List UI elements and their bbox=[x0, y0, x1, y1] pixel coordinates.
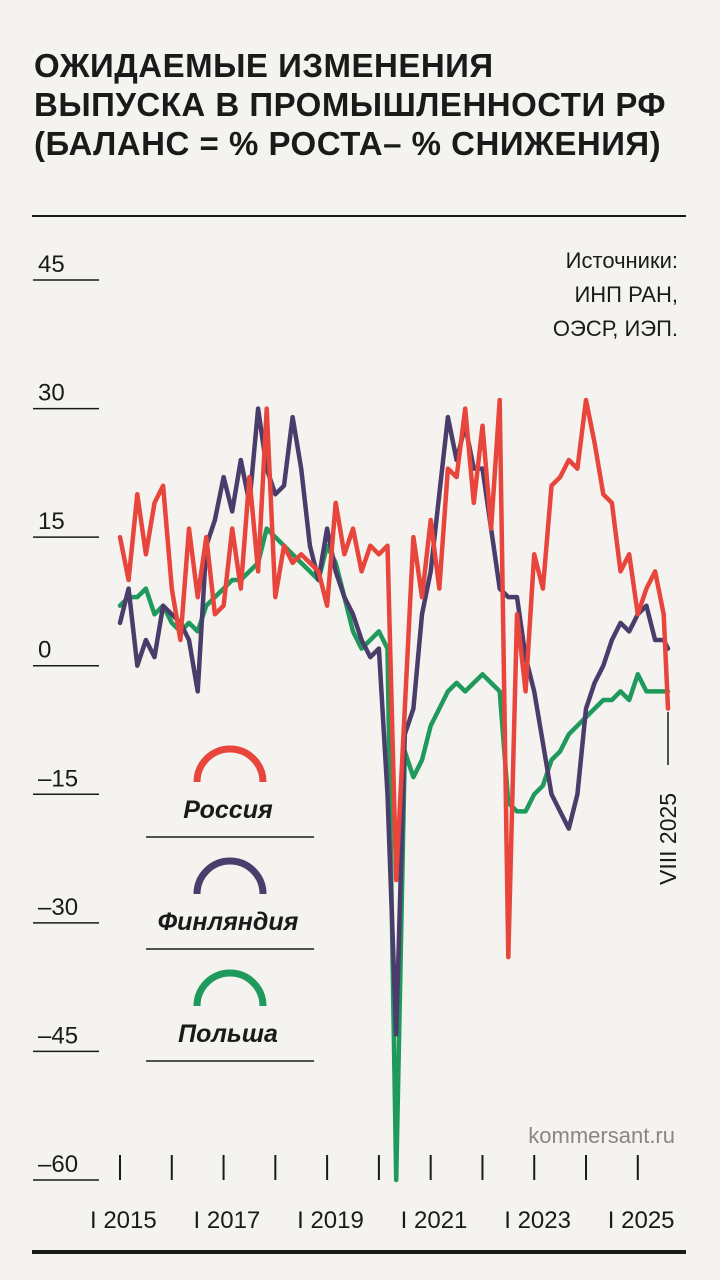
source-line-1: Источники: bbox=[566, 248, 678, 273]
chart-title: Ожидаемые изменения выпуска в промышленн… bbox=[34, 47, 667, 162]
legend-label-2: Польша bbox=[178, 1020, 278, 1048]
y-tick-label: –30 bbox=[38, 894, 78, 921]
watermark: kommersant.ru bbox=[528, 1123, 675, 1148]
series-line-0 bbox=[117, 397, 671, 960]
legend-swatch-2 bbox=[193, 969, 267, 1007]
source-line-2: ИНП РАН, bbox=[574, 282, 678, 307]
source-line-3: ОЭСР, ИЭП. bbox=[553, 316, 678, 341]
top-rule bbox=[32, 215, 686, 217]
y-tick-label: 15 bbox=[38, 508, 65, 535]
legend-label-1: Финляндия bbox=[158, 908, 299, 936]
y-tick-label: –60 bbox=[38, 1151, 78, 1178]
x-tick-label: I 2025 bbox=[608, 1207, 675, 1234]
y-axis: 45 30 15 0 –15 –30 –45 –60 bbox=[33, 251, 99, 1181]
legend-swatch-1 bbox=[193, 857, 267, 895]
legend-label-0: Россия bbox=[183, 796, 273, 824]
legend: Россия Финляндия Польша bbox=[146, 745, 314, 1062]
legend-swatch-0 bbox=[193, 745, 267, 783]
x-tick-label: I 2019 bbox=[297, 1207, 364, 1234]
x-tick-label: I 2017 bbox=[194, 1207, 261, 1234]
y-tick-label: 0 bbox=[38, 637, 51, 664]
end-date-label: VIII 2025 bbox=[655, 793, 681, 885]
y-tick-label: 45 bbox=[38, 251, 65, 278]
x-tick-label: I 2021 bbox=[401, 1207, 468, 1234]
x-axis: I 2015 I 2017 I 2019 I 2021 I 2023 I 2025 bbox=[90, 1155, 675, 1234]
bottom-rule bbox=[32, 1250, 686, 1254]
series-layer bbox=[117, 397, 671, 1183]
x-tick-label: I 2015 bbox=[90, 1207, 157, 1234]
series-line-1 bbox=[117, 406, 671, 1037]
y-tick-label: –45 bbox=[38, 1022, 78, 1049]
y-tick-label: 30 bbox=[38, 380, 65, 407]
y-tick-label: –15 bbox=[38, 765, 78, 792]
x-tick-label: I 2023 bbox=[504, 1207, 571, 1234]
